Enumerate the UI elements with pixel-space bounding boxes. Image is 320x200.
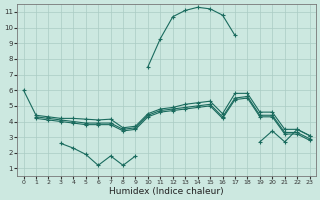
X-axis label: Humidex (Indice chaleur): Humidex (Indice chaleur) — [109, 187, 224, 196]
